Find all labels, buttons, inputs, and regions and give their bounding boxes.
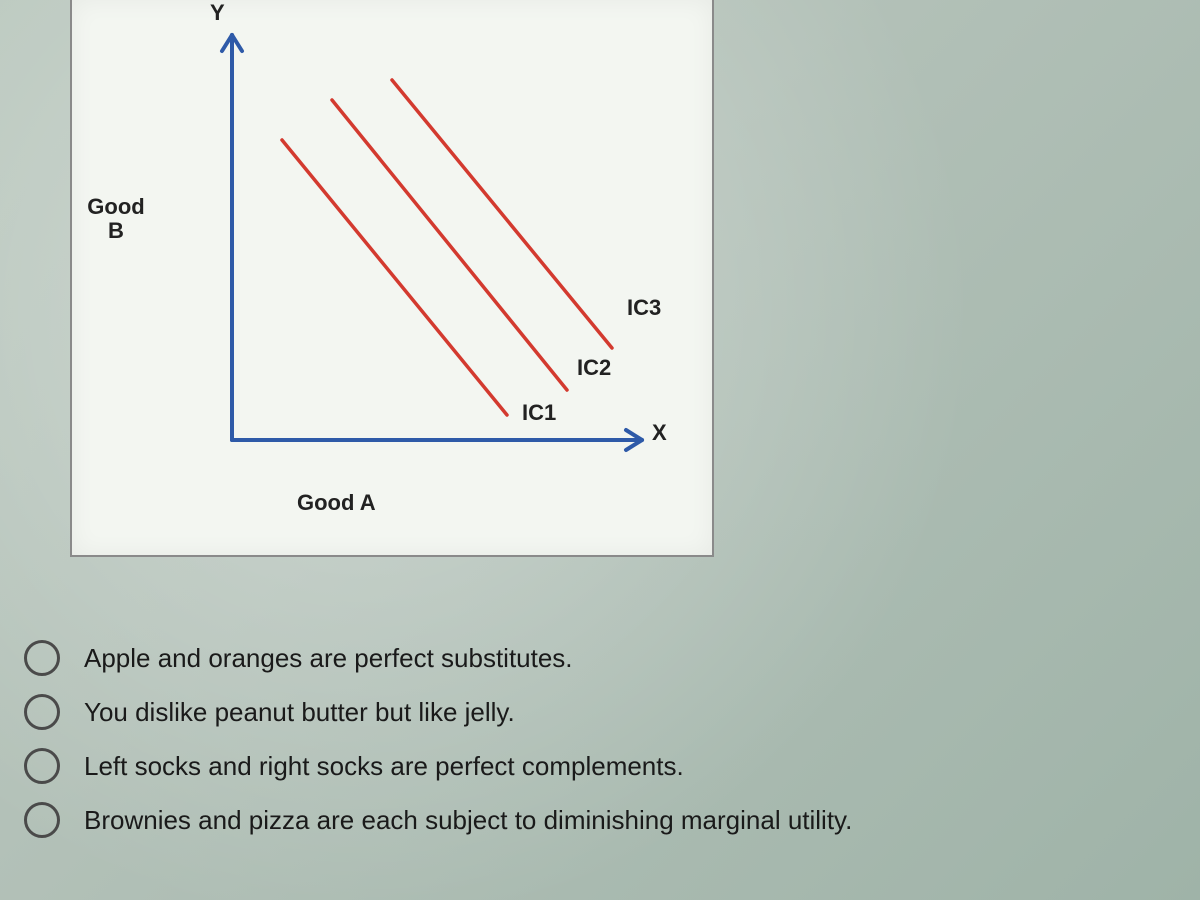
indifference-curves-plot [152,0,712,480]
y-axis-title-line1: Good [80,195,152,219]
option-text: Apple and oranges are perfect substitute… [84,643,573,674]
radio-icon[interactable] [24,748,60,784]
answer-option[interactable]: Brownies and pizza are each subject to d… [24,802,1124,838]
option-text: You dislike peanut butter but like jelly… [84,697,515,728]
answer-options: Apple and oranges are perfect substitute… [24,640,1124,856]
chart-panel: Y Good B IC1IC2IC3 X Good A [70,0,714,557]
answer-option[interactable]: Left socks and right socks are perfect c… [24,748,1124,784]
x-axis-title: Good A [297,490,376,516]
answer-option[interactable]: Apple and oranges are perfect substitute… [24,640,1124,676]
radio-icon[interactable] [24,802,60,838]
y-axis-title-line2: B [80,219,152,243]
option-text: Left socks and right socks are perfect c… [84,751,684,782]
answer-option[interactable]: You dislike peanut butter but like jelly… [24,694,1124,730]
ic-label: IC2 [577,355,611,381]
x-axis-tip-label: X [652,420,667,446]
ic-label: IC1 [522,400,556,426]
y-axis-title: Good B [80,195,152,243]
radio-icon[interactable] [24,640,60,676]
radio-icon[interactable] [24,694,60,730]
option-text: Brownies and pizza are each subject to d… [84,805,852,836]
ic-label: IC3 [627,295,661,321]
